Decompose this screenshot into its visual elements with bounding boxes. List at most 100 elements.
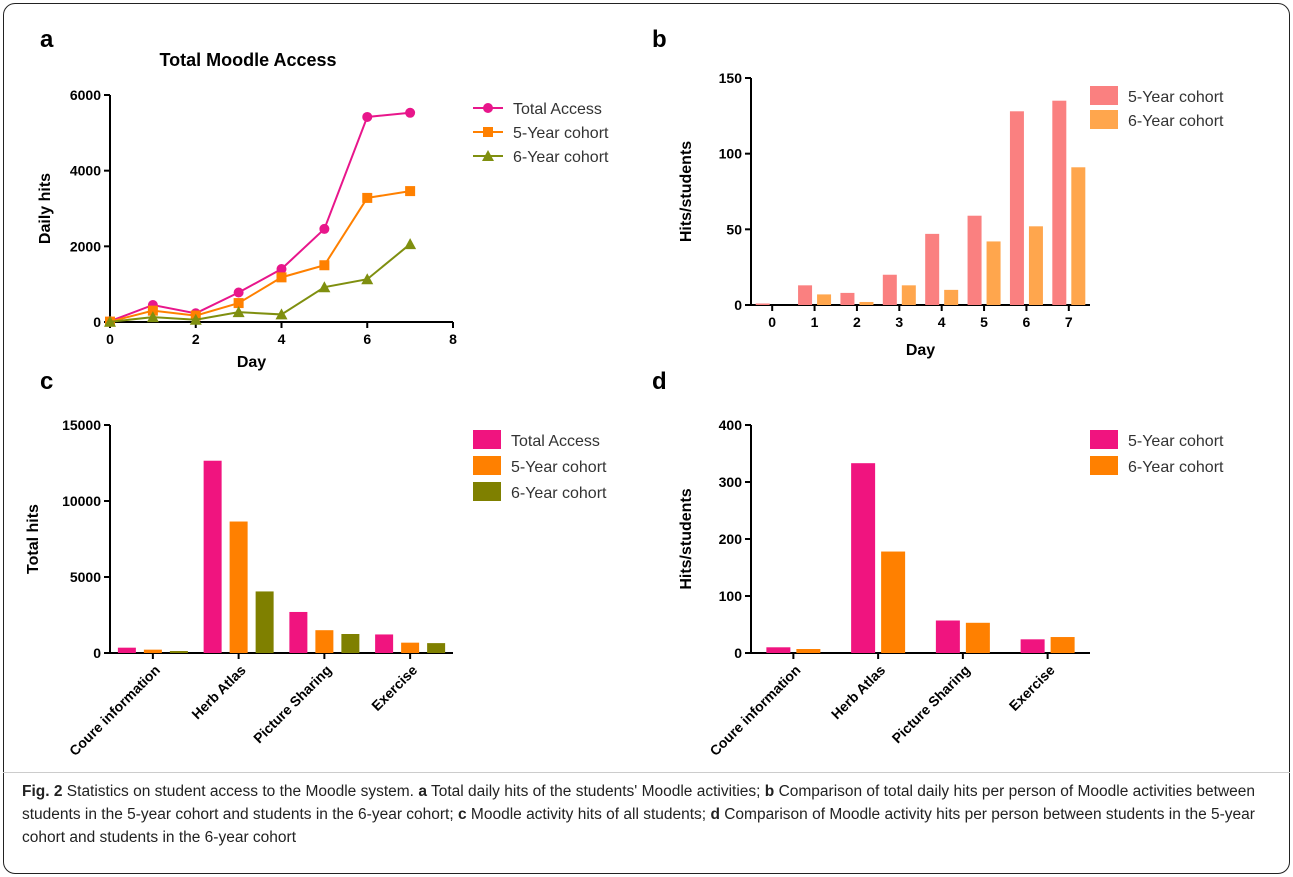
chart-b-x-tick-label: 1 — [811, 314, 819, 330]
chart-a-data-point — [147, 305, 158, 316]
chart-a-y-tick-label: 4000 — [70, 163, 101, 179]
chart-b-x-tick-label: 2 — [853, 314, 861, 330]
chart-d-x-tick-label: Herb Atlas — [828, 662, 889, 723]
chart-a-x-axis-label: Day — [237, 354, 266, 371]
chart-a-data-point — [275, 308, 288, 320]
caption-title: Statistics on student access to the Mood… — [66, 783, 414, 800]
chart-a-y-axis-label: Daily hits — [37, 173, 54, 244]
caption-d-label: d — [710, 806, 720, 823]
chart-a-data-point — [404, 238, 417, 250]
chart-a-legend-marker — [483, 103, 493, 113]
panel-label-a: a — [40, 26, 54, 53]
chart-d-bar — [935, 620, 960, 653]
chart-d-x-tick-label: Exercise — [1006, 662, 1058, 714]
chart-c-legend-swatch — [473, 482, 501, 501]
chart-b-legend-swatch — [1090, 86, 1118, 105]
caption-a-text: Total daily hits of the students' Moodle… — [430, 783, 761, 800]
chart-a-series-line — [109, 243, 411, 323]
chart-d-bar — [766, 647, 791, 653]
chart-b-legend-label: 6-Year cohort — [1128, 113, 1224, 130]
chart-c-bar — [203, 460, 222, 653]
figure-frame — [3, 3, 1290, 874]
chart-c-bar — [315, 630, 334, 653]
chart-b-bar — [882, 274, 897, 305]
chart-a-data-point — [361, 273, 374, 285]
chart-a-legend-label: Total Access — [513, 101, 602, 118]
chart-a-data-point — [319, 223, 330, 234]
chart-b-x-tick-label: 7 — [1065, 314, 1073, 330]
chart-c-bar — [401, 642, 420, 653]
chart-d-bar — [796, 649, 821, 653]
chart-a-data-point — [276, 272, 287, 283]
chart-a-data-point — [233, 287, 244, 298]
chart-c-legend-swatch — [473, 430, 501, 449]
chart-d-y-tick-label: 200 — [719, 531, 743, 547]
chart-a-data-point — [405, 186, 416, 197]
chart-a-data-point — [319, 260, 330, 271]
chart-c-y-tick-label: 10000 — [62, 493, 101, 509]
chart-b-legend-label: 5-Year cohort — [1128, 89, 1224, 106]
chart-c-legend-label: 6-Year cohort — [511, 485, 607, 502]
chart-b-y-tick-label: 100 — [719, 146, 743, 162]
caption-divider — [3, 772, 1290, 773]
chart-b-x-tick-label: 4 — [938, 314, 946, 330]
chart-a-legend-label: 6-Year cohort — [513, 149, 609, 166]
chart-b-x-tick-label: 0 — [768, 314, 776, 330]
chart-b-bar — [944, 289, 959, 305]
chart-d-y-axis-label: Hits/students — [678, 488, 695, 589]
chart-d-legend-label: 6-Year cohort — [1128, 459, 1224, 476]
caption-b-text: Comparison of total daily hits per perso… — [22, 783, 1256, 823]
chart-b-bar — [1071, 167, 1086, 305]
chart-b-y-tick-label: 50 — [726, 221, 742, 237]
chart-d-legend-swatch — [1090, 430, 1118, 449]
chart-c-bar — [427, 643, 446, 653]
chart-a-y-tick-label: 2000 — [70, 238, 101, 254]
caption-a-label: a — [418, 783, 427, 800]
chart-d-legend-swatch — [1090, 456, 1118, 475]
caption-fig-label: Fig. 2 — [22, 783, 63, 800]
chart-b-bar — [859, 301, 874, 305]
chart-a-x-tick-label: 2 — [192, 331, 200, 347]
chart-a-x-tick-label: 8 — [449, 331, 457, 347]
chart-d-x-tick-label: Picture Sharing — [889, 662, 973, 746]
chart-b-x-tick-label: 5 — [980, 314, 988, 330]
figure-caption: Fig. 2 Statistics on student access to t… — [22, 780, 1277, 849]
caption-b-label: b — [764, 783, 775, 800]
chart-c-bar — [289, 611, 308, 653]
chart-a-data-point — [318, 281, 331, 293]
chart-a-data-point — [104, 315, 116, 327]
chart-d-y-tick-label: 300 — [719, 474, 743, 490]
chart-c-bar — [169, 651, 188, 653]
chart-c-bar — [255, 591, 274, 653]
chart-d-bar — [1050, 637, 1075, 653]
chart-b-x-tick-label: 3 — [895, 314, 903, 330]
chart-b-bar — [901, 285, 916, 305]
panel-label-b: b — [652, 26, 667, 53]
chart-c-y-tick-label: 5000 — [70, 569, 101, 585]
chart-d-bar — [1020, 639, 1045, 653]
chart-b-bar — [1028, 226, 1043, 305]
chart-c-bar — [341, 634, 360, 653]
chart-a-y-tick-label: 0 — [93, 314, 101, 330]
chart-c-legend-label: 5-Year cohort — [511, 459, 607, 476]
caption-d-text: Comparison of Moodle activity hits per p… — [22, 806, 1255, 846]
chart-a-x-tick-label: 0 — [106, 331, 114, 347]
chart-d-y-tick-label: 100 — [719, 588, 743, 604]
chart-b-bar — [1052, 100, 1067, 305]
chart-c-y-tick-label: 15000 — [62, 417, 101, 433]
chart-b-bar — [925, 233, 940, 305]
panel-label-c: c — [40, 368, 54, 395]
chart-c-bar — [229, 521, 248, 653]
chart-b-bar — [840, 292, 855, 305]
chart-a-data-point — [362, 111, 373, 122]
chart-d-bar — [965, 622, 990, 653]
chart-a-title: Total Moodle Access — [159, 50, 336, 70]
chart-b-bar — [817, 294, 832, 305]
chart-b-y-axis-label: Hits/students — [678, 141, 695, 242]
chart-b-y-tick-label: 0 — [734, 297, 742, 313]
chart-c-legend-swatch — [473, 456, 501, 475]
chart-a-series-line — [109, 190, 411, 323]
chart-a-data-point — [232, 306, 245, 318]
